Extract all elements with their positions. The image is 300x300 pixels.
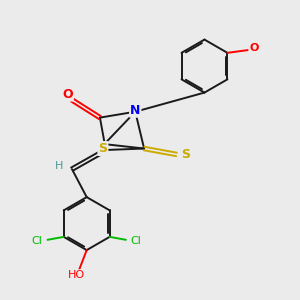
Text: H: H — [55, 161, 63, 171]
Text: Cl: Cl — [131, 236, 142, 246]
Text: O: O — [249, 44, 259, 53]
Text: HO: HO — [68, 270, 85, 280]
Text: Cl: Cl — [32, 236, 43, 246]
Text: S: S — [181, 148, 190, 161]
Text: O: O — [62, 88, 73, 100]
Text: N: N — [130, 104, 140, 117]
Text: S: S — [98, 142, 107, 155]
